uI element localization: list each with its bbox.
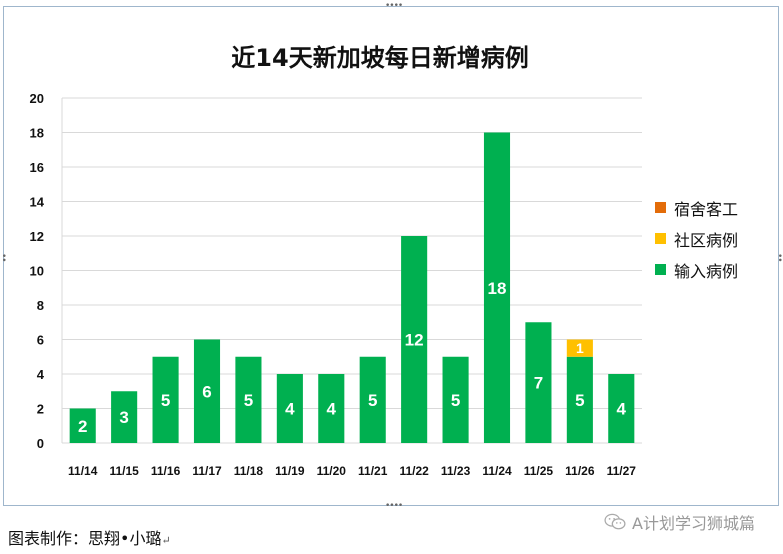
legend-item: 宿舍客工 [655,192,738,223]
y-tick-label: 12 [30,229,44,244]
resize-handle-right[interactable]: •• [774,253,783,262]
bar-community [566,339,593,357]
data-label: 4 [327,400,337,419]
x-tick-label: 11/27 [607,464,637,478]
watermark: A计划学习狮城篇 [604,510,755,534]
bar-imported [442,356,469,443]
data-label: 5 [575,391,584,410]
x-tick-label: 11/18 [234,464,264,478]
y-tick-label: 8 [37,298,44,313]
x-tick-label: 11/20 [317,464,347,478]
bar-imported [359,356,386,443]
legend-label: 输入病例 [674,261,739,281]
data-label: 5 [451,391,460,410]
x-tick-label: 11/15 [109,464,139,478]
x-tick-label: 11/16 [151,464,181,478]
bar-imported [152,356,179,443]
data-label: 6 [202,382,211,401]
y-tick-label: 4 [37,367,45,382]
data-label: 5 [244,391,253,410]
data-label: 4 [617,400,627,419]
y-tick-label: 10 [30,264,44,279]
bar-imported [193,339,221,443]
bar-imported [276,374,303,443]
x-tick-label: 11/26 [565,464,595,478]
bar-imported [235,356,262,443]
x-tick-label: 11/19 [275,464,305,478]
bar-imported [111,391,138,443]
watermark-text: A计划学习狮城篇 [632,514,755,533]
y-tick-label: 20 [30,91,44,106]
wechat-icon [604,513,626,530]
data-label: 3 [119,408,128,427]
y-tick-label: 6 [37,333,44,348]
y-tick-label: 0 [37,436,44,451]
x-tick-label: 11/21 [358,464,388,478]
chart-credit: 图表制作：思翔•小璐↵ [8,525,171,549]
resize-handle-top[interactable]: •••• [385,1,403,11]
data-label: 18 [488,279,507,298]
bar-imported [401,236,428,443]
data-label: 1 [576,340,584,356]
x-tick-label: 11/25 [524,464,554,478]
chart-legend: 宿舍客工社区病例输入病例 [655,192,738,285]
legend-item: 社区病例 [655,223,738,254]
bar-imported [525,322,552,443]
x-tick-label: 11/17 [192,464,222,478]
legend-label: 宿舍客工 [674,199,739,219]
credit-return-mark: ↵ [161,534,171,547]
y-tick-label: 18 [30,126,44,141]
x-tick-label: 11/24 [482,464,512,478]
legend-swatch [655,233,666,244]
bar-imported [483,132,511,443]
legend-item: 输入病例 [655,254,738,285]
y-tick-label: 14 [30,195,45,210]
y-tick-label: 16 [30,160,44,175]
resize-handle-left[interactable]: •• [0,253,8,262]
legend-swatch [655,202,666,213]
bar-imported [69,408,96,443]
data-label: 2 [78,417,87,436]
bar-imported [566,356,593,443]
bar-imported [608,374,635,443]
credit-text: 图表制作：思翔•小璐 [8,529,162,548]
chart-title: 近14天新加坡每日新增病例 [231,44,529,72]
x-tick-label: 11/23 [441,464,471,478]
bar-imported [318,374,345,443]
data-label: 5 [161,391,170,410]
x-tick-label: 11/22 [399,464,429,478]
resize-handle-bottom[interactable]: •••• [385,501,403,511]
x-tick-label: 11/14 [68,464,98,478]
chart-plot: 02468101214161820211/14311/15511/16611/1… [30,91,642,478]
data-label: 5 [368,391,377,410]
legend-label: 社区病例 [674,230,739,250]
data-label: 7 [534,374,543,393]
legend-swatch [655,264,666,275]
y-tick-label: 2 [37,402,44,417]
data-label: 4 [285,400,295,419]
data-label: 12 [405,331,424,350]
